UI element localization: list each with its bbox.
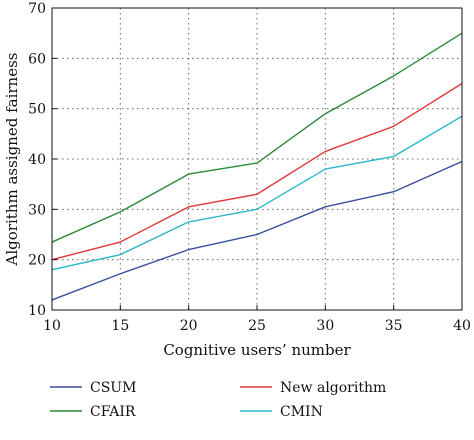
x-axis-ticks: 10 15 20 25 30 35 40: [43, 305, 471, 334]
grid: [52, 8, 462, 310]
x-tick-label: 25: [248, 318, 266, 334]
x-axis-label: Cognitive users’ number: [163, 341, 351, 359]
legend: CSUM New algorithm CFAIR CMIN: [50, 380, 386, 420]
legend-label-csum: CSUM: [90, 380, 136, 396]
series-lines: [51, 32, 463, 301]
x-tick-label: 15: [111, 318, 129, 334]
legend-label-cmin: CMIN: [280, 404, 323, 420]
x-tick-label: 30: [316, 318, 334, 334]
y-tick-label: 20: [28, 253, 46, 269]
y-tick-label: 40: [28, 152, 46, 168]
y-axis-label: Algorithm assigned fairness: [3, 53, 21, 267]
legend-label-cfair: CFAIR: [90, 404, 136, 420]
x-tick-label: 10: [43, 318, 61, 334]
y-axis-ticks: 10 20 30 40 50 60 70: [28, 1, 57, 319]
y-tick-label: 70: [28, 1, 46, 17]
y-tick-label: 60: [28, 51, 46, 67]
series-line-csum: [51, 160, 463, 301]
series-line-cmin: [51, 115, 463, 271]
legend-label-new-algorithm: New algorithm: [280, 380, 386, 396]
x-tick-label: 40: [453, 318, 471, 334]
series-line-cfair: [51, 32, 463, 243]
series-line-new-algorithm: [51, 82, 463, 261]
y-tick-label: 10: [28, 303, 46, 319]
x-tick-label: 35: [385, 318, 403, 334]
x-tick-label: 20: [180, 318, 198, 334]
y-tick-label: 30: [28, 202, 46, 218]
y-tick-label: 50: [28, 102, 46, 118]
